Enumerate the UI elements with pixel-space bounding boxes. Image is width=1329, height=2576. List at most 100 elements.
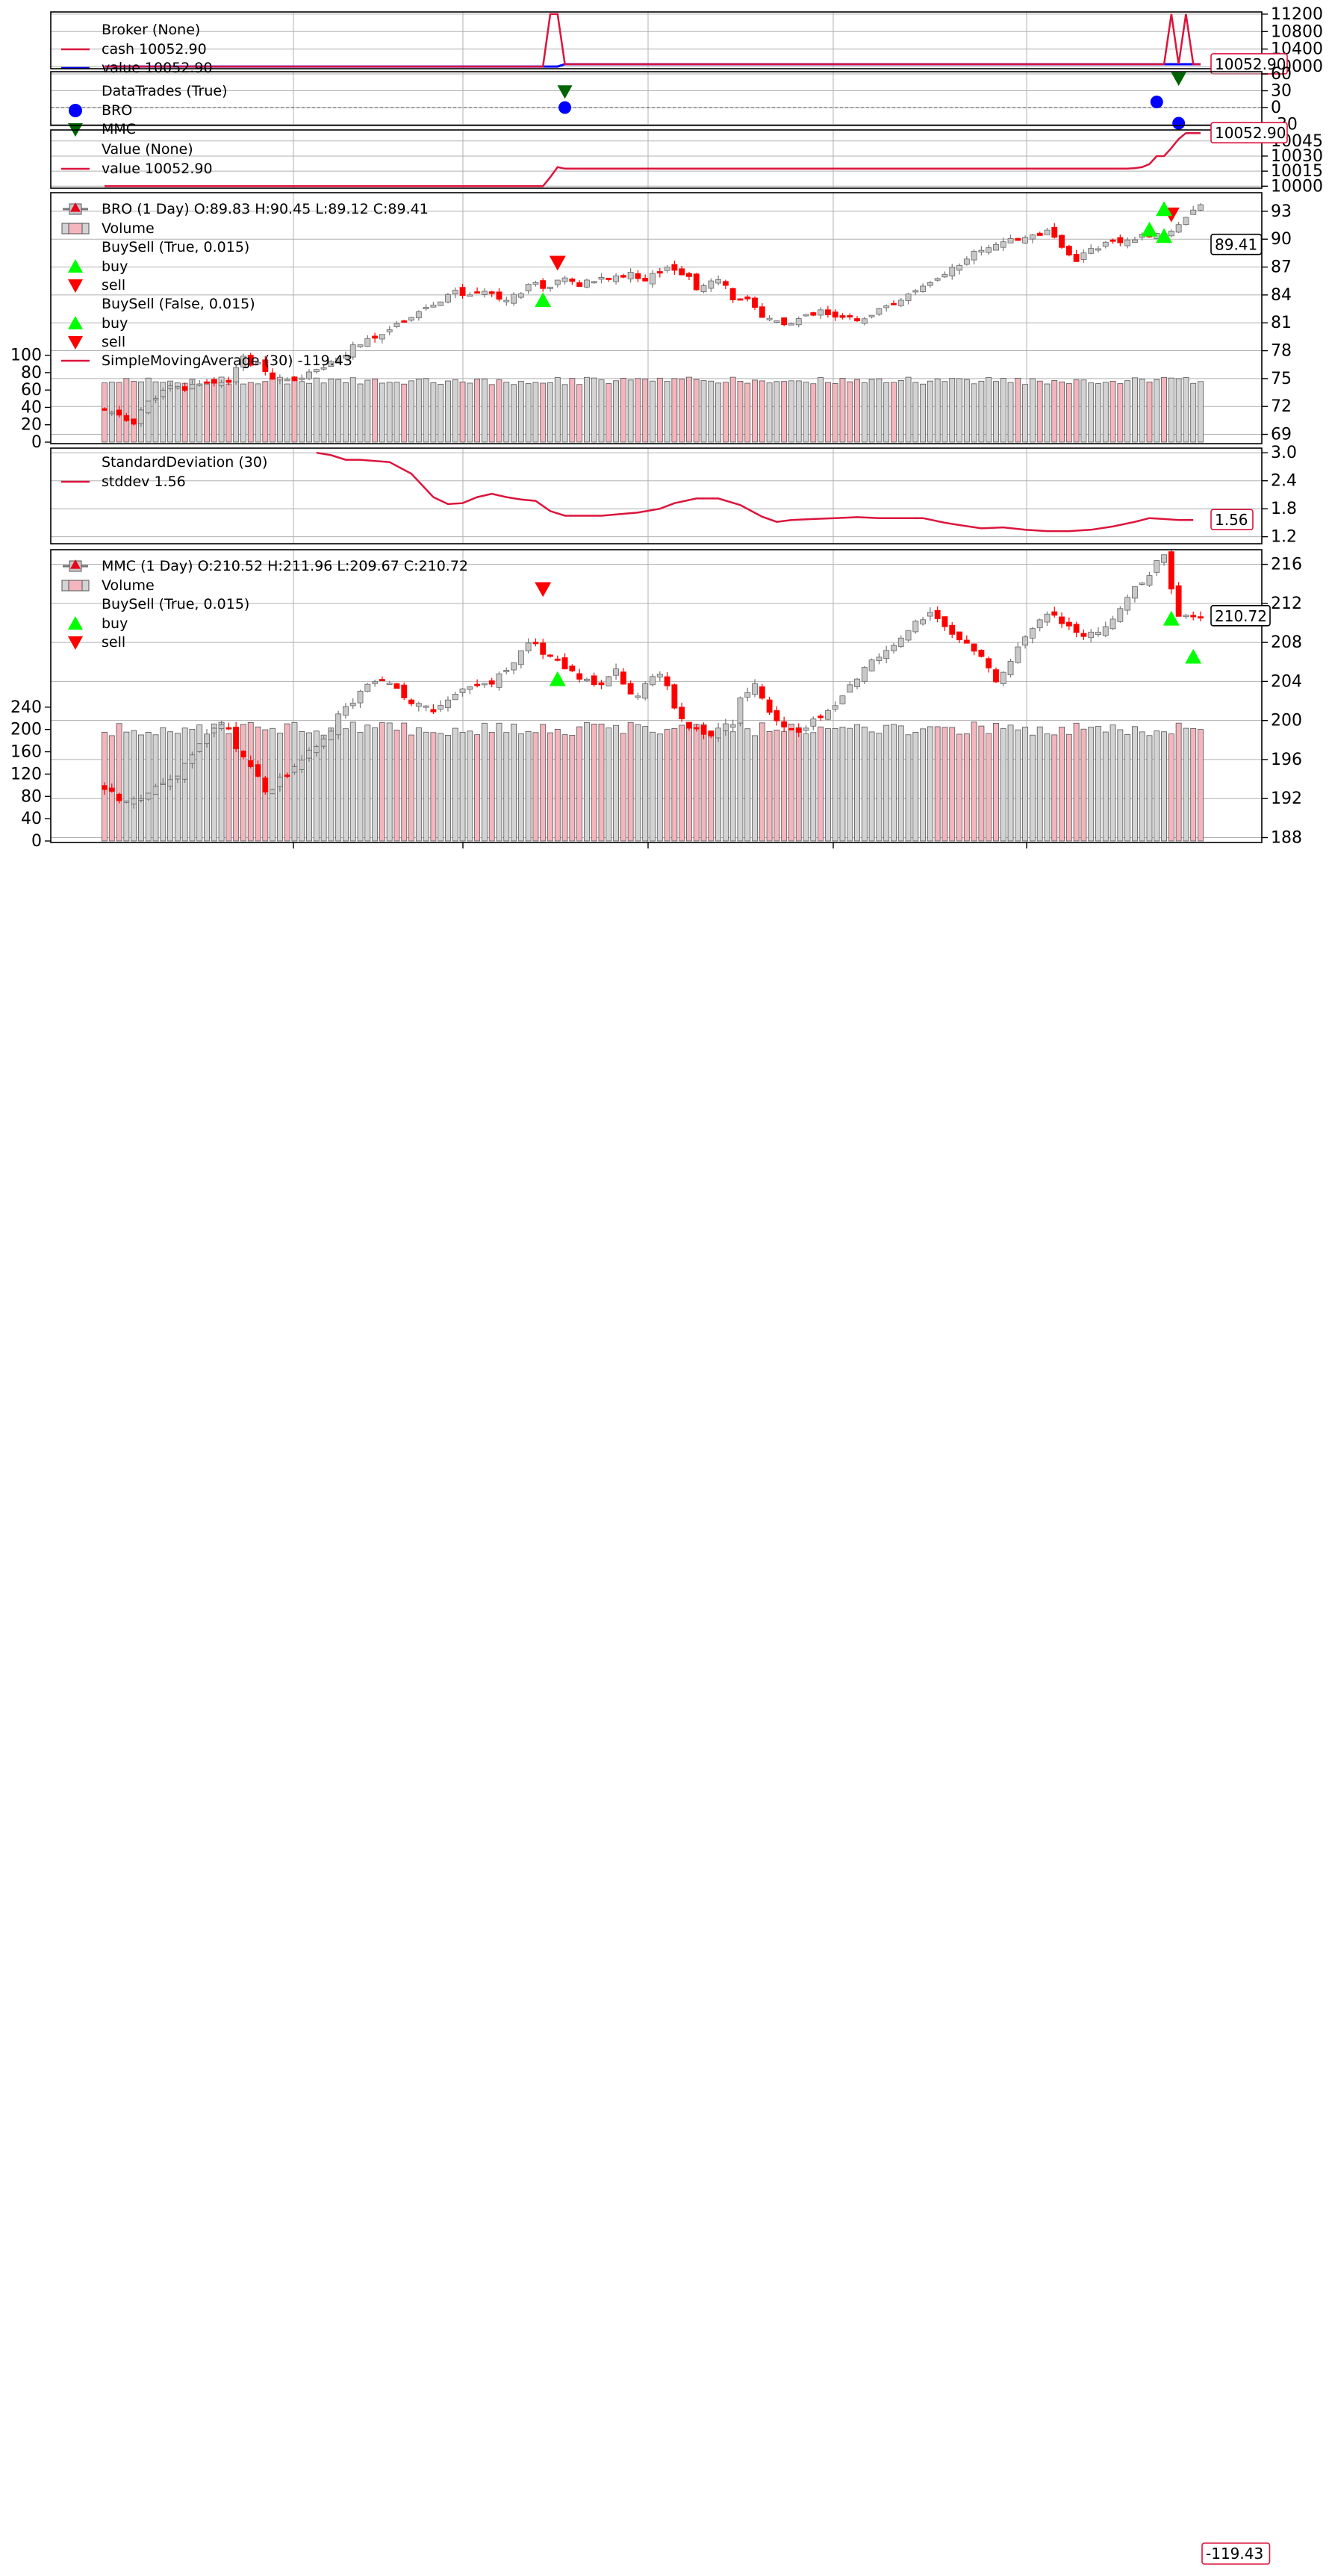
candle-body xyxy=(1139,583,1145,585)
y-tick-label: 60 xyxy=(1271,65,1292,84)
volume-bar xyxy=(897,725,904,842)
volume-bar xyxy=(993,381,999,443)
volume-tick-label: 40 xyxy=(21,398,42,417)
candle-body xyxy=(540,280,547,289)
volume-bar xyxy=(196,724,203,842)
volume-bar xyxy=(517,733,524,842)
candle-body xyxy=(423,705,429,708)
candle-body xyxy=(459,287,466,296)
volume-bar xyxy=(1080,728,1087,842)
volume-bar xyxy=(284,723,290,842)
legend-entry: Broker (None) xyxy=(102,22,200,38)
candle-body xyxy=(868,659,875,671)
candle-body xyxy=(708,280,715,289)
volume-bar xyxy=(496,379,502,443)
candle-body xyxy=(700,725,707,735)
candle-body xyxy=(583,678,590,681)
candle-body xyxy=(920,619,927,624)
volume-bar xyxy=(583,722,590,842)
candle-body xyxy=(299,377,305,380)
candle-body xyxy=(839,315,846,318)
candle-body xyxy=(993,243,999,251)
volume-bar xyxy=(1022,727,1029,842)
candle-body xyxy=(276,376,283,381)
sell-marker xyxy=(1171,72,1186,86)
volume-bar xyxy=(598,723,605,842)
candle-body xyxy=(1088,248,1095,254)
candle-body xyxy=(781,721,788,727)
volume-bar xyxy=(635,378,641,443)
legend-circle-swatch xyxy=(69,104,82,117)
footer-tag-box xyxy=(1201,2542,1271,2565)
candle-body xyxy=(949,267,956,277)
candle-body xyxy=(393,683,400,689)
candle-body xyxy=(613,275,619,282)
candle-body xyxy=(803,314,809,317)
volume-bar xyxy=(1183,377,1189,443)
volume-bar xyxy=(379,382,385,443)
candle-body xyxy=(613,668,619,676)
candle-body xyxy=(481,683,488,686)
candle-body xyxy=(364,338,371,347)
volume-bar xyxy=(481,722,488,842)
volume-bar xyxy=(328,727,334,842)
legend-entry: DataTrades (True) xyxy=(102,83,228,99)
candle-body xyxy=(247,760,254,767)
panel-frame xyxy=(293,448,1027,544)
candle-body xyxy=(276,776,283,787)
candle-body xyxy=(1161,554,1167,563)
candle-body xyxy=(1131,586,1138,599)
candle-body xyxy=(818,716,824,719)
candle-body xyxy=(408,699,414,704)
candle-body xyxy=(204,381,210,384)
volume-bar xyxy=(650,731,656,842)
last-value-tag-box xyxy=(1210,233,1263,255)
y-tick-label: 208 xyxy=(1271,633,1302,652)
candle-body xyxy=(810,719,817,727)
legend-entry: buy xyxy=(102,258,128,275)
panel-border xyxy=(50,447,1263,544)
volume-bar xyxy=(627,379,634,443)
candle-body xyxy=(116,409,122,416)
volume-bar xyxy=(941,381,948,443)
volume-bar xyxy=(818,377,824,443)
volume-bar xyxy=(247,722,254,842)
candle-body xyxy=(978,650,985,657)
volume-bar xyxy=(1168,733,1174,842)
volume-bar xyxy=(488,732,495,842)
volume-bar xyxy=(211,379,217,443)
last-value-tag-box xyxy=(1210,605,1271,627)
volume-tick-label: 80 xyxy=(21,787,42,806)
candle-body xyxy=(1131,239,1138,243)
buy-marker xyxy=(68,259,83,273)
candle-body xyxy=(372,335,379,339)
volume-bar xyxy=(561,384,568,443)
candle-body xyxy=(481,291,488,295)
candle-body xyxy=(897,300,904,306)
volume-tick-label: 120 xyxy=(10,765,42,783)
volume-bar xyxy=(1198,381,1204,443)
candle-body xyxy=(591,675,597,686)
volume-bar xyxy=(759,722,765,842)
y-tick-label: 216 xyxy=(1271,556,1302,574)
volume-bar xyxy=(1007,724,1014,842)
y-tick-label: 1.8 xyxy=(1271,500,1297,518)
candle-body xyxy=(1073,624,1080,633)
volume-bar xyxy=(386,382,393,443)
volume-bar xyxy=(971,383,977,443)
candle-body xyxy=(759,686,765,699)
candle-body xyxy=(313,369,320,373)
volume-bar xyxy=(189,729,196,842)
volume-bar xyxy=(481,378,488,443)
candle-body xyxy=(328,730,334,741)
volume-bar xyxy=(1109,724,1116,842)
volume-bar xyxy=(357,732,364,842)
candle-body xyxy=(839,695,846,704)
volume-bar xyxy=(752,735,758,842)
candle-body xyxy=(299,760,305,770)
candle-body xyxy=(788,323,794,326)
legend: Value (None) value 10052.90 xyxy=(61,141,213,177)
y-tick-label: 1.2 xyxy=(1271,528,1297,547)
candle-body xyxy=(233,367,240,382)
candle-body xyxy=(897,637,904,648)
